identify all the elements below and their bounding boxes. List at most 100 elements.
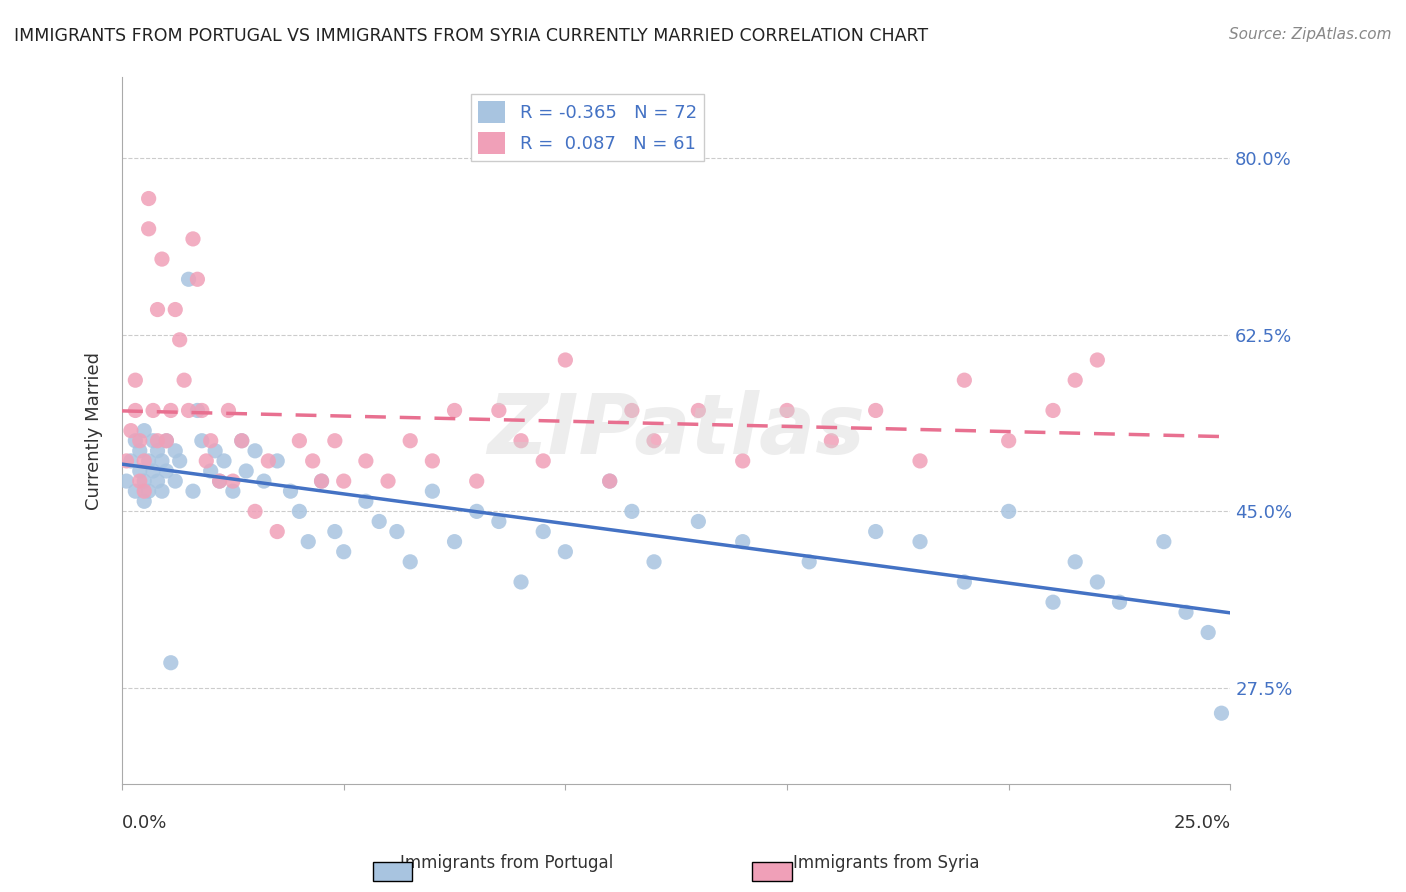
Point — [820, 434, 842, 448]
Point — [120, 424, 142, 438]
Point — [1211, 706, 1233, 721]
Point — [243, 504, 266, 518]
Point — [1042, 403, 1064, 417]
Point — [231, 434, 253, 448]
Point — [146, 302, 169, 317]
Legend: R = -0.365   N = 72, R =  0.087   N = 61: R = -0.365 N = 72, R = 0.087 N = 61 — [471, 94, 704, 161]
Point — [191, 403, 214, 417]
Point — [510, 434, 533, 448]
Point — [323, 524, 346, 539]
Point — [531, 454, 554, 468]
Point — [124, 484, 146, 499]
Point — [643, 555, 665, 569]
Point — [688, 515, 710, 529]
Point — [128, 443, 150, 458]
Text: Source: ZipAtlas.com: Source: ZipAtlas.com — [1229, 27, 1392, 42]
Point — [731, 534, 754, 549]
Point — [554, 353, 576, 368]
Point — [155, 434, 177, 448]
Point — [266, 524, 288, 539]
Point — [231, 434, 253, 448]
Point — [186, 272, 208, 286]
Point — [150, 252, 173, 266]
Point — [301, 454, 323, 468]
Point — [422, 454, 444, 468]
Text: 25.0%: 25.0% — [1173, 814, 1230, 832]
Point — [134, 494, 156, 508]
Point — [134, 484, 156, 499]
Point — [799, 555, 821, 569]
Point — [212, 454, 235, 468]
Point — [165, 302, 187, 317]
Point — [159, 656, 181, 670]
Point — [1197, 625, 1219, 640]
Point — [865, 524, 887, 539]
Point — [731, 454, 754, 468]
Point — [165, 474, 187, 488]
Point — [124, 434, 146, 448]
Text: ZIPatlas: ZIPatlas — [488, 390, 865, 471]
Point — [953, 373, 976, 387]
Point — [142, 403, 165, 417]
Point — [599, 474, 621, 488]
Point — [385, 524, 408, 539]
Point — [208, 474, 231, 488]
Point — [599, 474, 621, 488]
Point — [1175, 605, 1198, 619]
Point — [235, 464, 257, 478]
Point — [128, 434, 150, 448]
Point — [280, 484, 302, 499]
Point — [138, 192, 160, 206]
Point — [253, 474, 276, 488]
Point — [1085, 574, 1108, 589]
Point — [865, 403, 887, 417]
Point — [1042, 595, 1064, 609]
Point — [155, 464, 177, 478]
Text: Immigrants from Syria: Immigrants from Syria — [793, 855, 979, 872]
Text: 0.0%: 0.0% — [122, 814, 167, 832]
Point — [134, 474, 156, 488]
Text: Immigrants from Portugal: Immigrants from Portugal — [399, 855, 613, 872]
Point — [620, 504, 643, 518]
Point — [554, 545, 576, 559]
Point — [311, 474, 333, 488]
Text: IMMIGRANTS FROM PORTUGAL VS IMMIGRANTS FROM SYRIA CURRENTLY MARRIED CORRELATION : IMMIGRANTS FROM PORTUGAL VS IMMIGRANTS F… — [14, 27, 928, 45]
Point — [510, 574, 533, 589]
Point — [142, 434, 165, 448]
Point — [1153, 534, 1175, 549]
Point — [620, 403, 643, 417]
Point — [177, 272, 200, 286]
Point — [465, 504, 488, 518]
Point — [288, 434, 311, 448]
Y-axis label: Currently Married: Currently Married — [86, 351, 103, 509]
Point — [266, 454, 288, 468]
Point — [288, 504, 311, 518]
Point — [908, 534, 931, 549]
Point — [377, 474, 399, 488]
Point — [128, 464, 150, 478]
Point — [908, 454, 931, 468]
Point — [138, 222, 160, 236]
Point — [173, 373, 195, 387]
Point — [165, 443, 187, 458]
Point — [776, 403, 799, 417]
Point — [354, 494, 377, 508]
Point — [177, 403, 200, 417]
Point — [115, 454, 138, 468]
Point — [368, 515, 391, 529]
Point — [159, 403, 181, 417]
Point — [208, 474, 231, 488]
Point — [124, 373, 146, 387]
Point — [488, 403, 510, 417]
Point — [191, 434, 214, 448]
Point — [134, 454, 156, 468]
Point — [311, 474, 333, 488]
Point — [169, 333, 191, 347]
Point — [138, 454, 160, 468]
Point — [1064, 555, 1087, 569]
Point — [222, 474, 245, 488]
Point — [115, 474, 138, 488]
Point — [1085, 353, 1108, 368]
Point — [465, 474, 488, 488]
Point — [688, 403, 710, 417]
